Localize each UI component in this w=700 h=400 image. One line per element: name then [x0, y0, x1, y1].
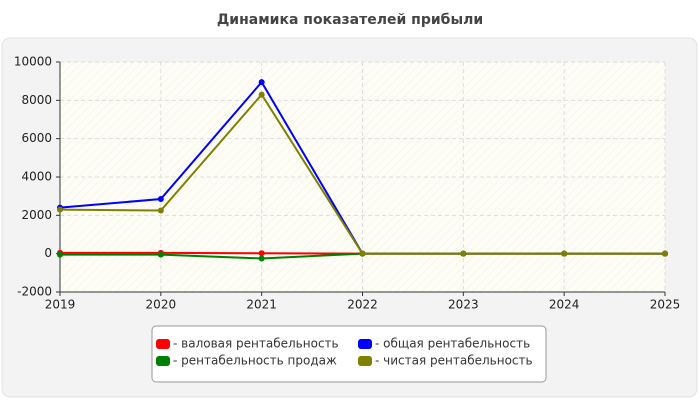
point [662, 250, 668, 257]
legend-label: - валовая рентабельность [173, 337, 339, 351]
y-tick-label: 10000 [14, 55, 52, 69]
legend-swatch [156, 339, 170, 349]
y-tick-label: 0 [44, 246, 52, 260]
x-tick-label: 2021 [246, 298, 277, 312]
point [157, 196, 164, 203]
x-tick-label: 2020 [146, 298, 177, 312]
point [359, 250, 366, 257]
point [57, 206, 63, 213]
y-tick-label: 8000 [21, 93, 52, 107]
y-tick-label: 2000 [21, 208, 52, 222]
chart-title: Динамика показателей прибыли [217, 12, 483, 28]
point [561, 250, 568, 257]
legend-label: - рентабельность продаж [173, 354, 337, 368]
point [460, 250, 467, 257]
legend-box [151, 325, 547, 383]
point [258, 255, 265, 262]
x-tick-label: 2024 [549, 298, 580, 312]
point [258, 250, 265, 257]
point [258, 91, 265, 98]
x-tick-label: 2025 [650, 298, 681, 312]
legend-label: - чистая рентабельность [375, 354, 533, 368]
point [57, 251, 63, 258]
legend-swatch [156, 356, 170, 366]
legend-swatch [358, 356, 372, 366]
y-tick-label: -2000 [17, 285, 52, 299]
x-tick-label: 2019 [45, 298, 76, 312]
point [157, 207, 164, 214]
legend-swatch [358, 339, 372, 349]
y-tick-label: 6000 [21, 131, 52, 145]
x-tick-label: 2022 [347, 298, 378, 312]
y-tick-label: 4000 [21, 170, 52, 184]
x-tick-label: 2023 [448, 298, 479, 312]
point [258, 79, 265, 86]
legend-label: - общая рентабельность [375, 337, 530, 351]
point [157, 251, 164, 258]
